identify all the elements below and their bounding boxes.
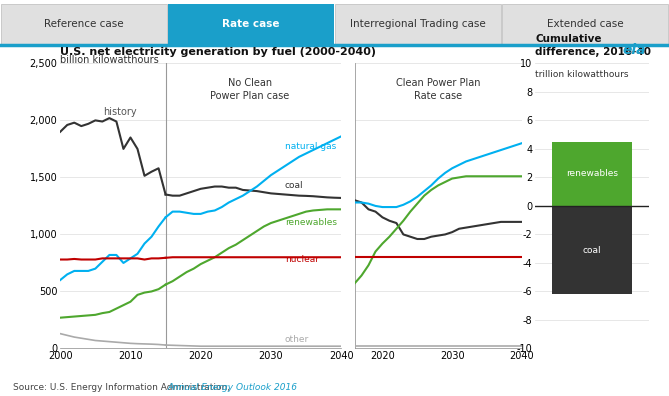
Text: nuclear: nuclear: [285, 255, 319, 264]
Text: Reference case: Reference case: [43, 19, 124, 29]
Text: Rate case: Rate case: [222, 19, 280, 29]
Bar: [1, 4, 167, 44]
Text: trillion kilowatthours: trillion kilowatthours: [535, 70, 629, 79]
Text: renewables: renewables: [285, 218, 337, 227]
Text: billion kilowatthours: billion kilowatthours: [60, 55, 159, 65]
Text: U.S. net electricity generation by fuel (2000-2040): U.S. net electricity generation by fuel …: [60, 48, 376, 57]
Bar: [553, 206, 632, 294]
Bar: [553, 142, 632, 206]
Text: history: history: [103, 107, 136, 117]
Text: coal: coal: [583, 246, 601, 255]
Text: Annual Energy Outlook 2016: Annual Energy Outlook 2016: [167, 383, 298, 392]
Text: Clean Power Plan
Rate case: Clean Power Plan Rate case: [396, 78, 480, 101]
Text: coal: coal: [285, 181, 304, 190]
Text: renewables: renewables: [566, 169, 618, 178]
Bar: [335, 4, 501, 44]
Text: other: other: [285, 335, 309, 344]
Text: Source: U.S. Energy Information Administration,: Source: U.S. Energy Information Administ…: [13, 383, 233, 392]
Text: eia: eia: [622, 44, 646, 57]
Text: Interregional Trading case: Interregional Trading case: [351, 19, 486, 29]
Text: Cumulative
difference, 2016-40: Cumulative difference, 2016-40: [535, 34, 651, 57]
Bar: [502, 4, 668, 44]
Text: natural gas: natural gas: [285, 142, 337, 151]
Text: No Clean
Power Plan case: No Clean Power Plan case: [210, 78, 290, 101]
Bar: [168, 4, 334, 44]
Text: Extended case: Extended case: [547, 19, 624, 29]
